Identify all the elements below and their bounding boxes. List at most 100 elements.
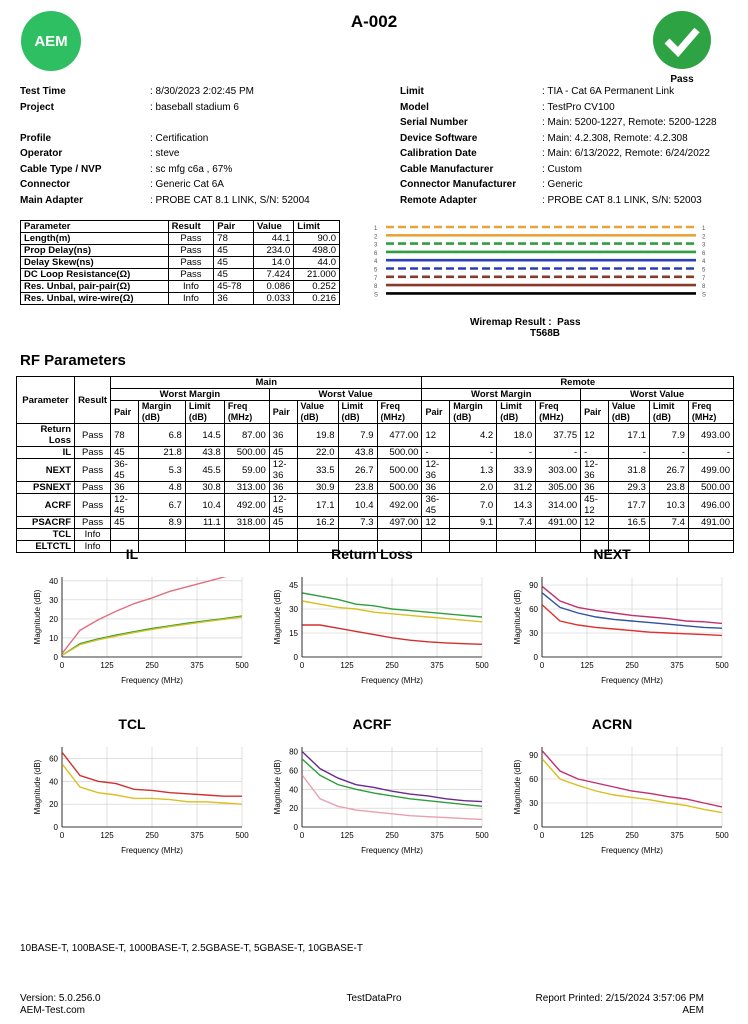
y-axis-label: Magnitude (dB) (273, 589, 282, 644)
cell: 26.7 (648, 458, 689, 482)
title: A-002 (350, 12, 398, 31)
plot-title: NEXT (593, 546, 631, 562)
cell (421, 528, 451, 541)
cell (268, 528, 298, 541)
parameter-table: Parameter Result Pair Value Limit Length(m) Pa… (20, 220, 340, 305)
cell: 5.3 (137, 458, 186, 482)
pin-label: 8 (374, 284, 378, 290)
y-tick-label: 0 (54, 823, 59, 832)
cell: - (648, 446, 689, 459)
series-line (302, 758, 482, 807)
info-value: : Main: 6/13/2022, Remote: 6/24/2022 (542, 148, 710, 159)
header-row: Parameter Result Pair Value Limit (20, 220, 340, 233)
cell: 19.8 (296, 423, 339, 447)
column-cell: Pair (110, 400, 139, 424)
cell: Info (167, 280, 215, 293)
cell: 12-36 (580, 458, 609, 482)
x-tick-label: 0 (540, 831, 545, 840)
cell: Pass (74, 481, 112, 494)
cell (137, 528, 186, 541)
series-line (542, 586, 722, 625)
cell (223, 528, 270, 541)
cell: Return Loss (15, 423, 76, 447)
cell: 10.4 (184, 493, 225, 517)
x-tick-label: 250 (385, 831, 399, 840)
info-label: Operator (20, 148, 63, 159)
cell: IL (15, 446, 76, 459)
x-tick-label: 125 (100, 831, 114, 840)
cell: 16.2 (296, 516, 339, 529)
cell: 12-45 (268, 493, 298, 517)
cell: 0.252 (293, 280, 340, 293)
cell: 492.00 (376, 493, 423, 517)
cell: 45 (110, 516, 139, 529)
cell: 7.9 (337, 423, 378, 447)
column-cell: Value (dB) (296, 400, 339, 424)
y-tick-label: 60 (49, 754, 58, 763)
cell: - (449, 446, 498, 459)
x-tick-label: 500 (475, 661, 489, 670)
header-cell: Value (252, 220, 295, 233)
cell: 12 (580, 516, 609, 529)
column-cell: Margin (dB) (449, 400, 498, 424)
info-value: : Custom (542, 163, 583, 175)
plot-title: ACRN (592, 716, 632, 732)
y-tick-label: 90 (529, 581, 538, 590)
pin-label: 6 (702, 251, 706, 257)
info-label: Calibration Date (400, 148, 477, 159)
cell: 45 (213, 256, 254, 269)
column-cell: Pair (421, 400, 451, 424)
x-tick-label: 125 (580, 661, 594, 670)
cell: 10.4 (337, 493, 378, 517)
cell: 45 (268, 516, 298, 529)
pin-label: 8 (702, 284, 706, 290)
group-cell: Main (110, 376, 423, 389)
cell: 12 (421, 516, 451, 529)
cell: 45-12 (580, 493, 609, 517)
cell (607, 540, 650, 553)
header-cell: Limit (293, 220, 340, 233)
cell: 44.0 (293, 256, 340, 269)
cell: DC Loop Resistance(Ω) (20, 268, 169, 281)
cell: 23.8 (337, 481, 378, 494)
row: Delay Skew(ns) Pass 45 14.0 44.0 (20, 256, 340, 269)
info-value: : Certification (150, 132, 209, 144)
x-tick-label: 0 (60, 831, 65, 840)
x-tick-label: 250 (625, 831, 639, 840)
cell: Pass (74, 446, 112, 459)
x-tick-label: 125 (340, 661, 354, 670)
pin-label: S (702, 292, 706, 298)
pin-label: 4 (374, 259, 378, 265)
row: Length(m) Pass 78 44.1 90.0 (20, 232, 340, 245)
cell: 21.000 (293, 268, 340, 281)
info-value: : Main: 5200-1227, Remote: 5200-1228 (542, 117, 717, 128)
cell: Pass (74, 458, 112, 482)
product: TestDataPro (346, 993, 402, 1004)
cell: 12 (580, 423, 609, 447)
cell: 477.00 (376, 423, 423, 447)
y-axis-label: Magnitude (dB) (33, 589, 42, 644)
y-tick-label: 0 (294, 823, 299, 832)
version: Version: 5.0.256.0 (20, 993, 101, 1004)
cell: 10.3 (648, 493, 689, 517)
cell: 14.3 (496, 493, 537, 517)
info-value: : TestPro CV100 (542, 101, 615, 113)
cell: 18.0 (496, 423, 537, 447)
subgroup-cell: Worst Margin (421, 388, 582, 401)
cell: - (607, 446, 650, 459)
x-tick-label: 250 (385, 661, 399, 670)
x-tick-label: 0 (540, 661, 545, 670)
y-axis-label: Magnitude (dB) (513, 589, 522, 644)
plot-title: ACRF (353, 716, 392, 732)
x-axis-label: Frequency (MHz) (361, 676, 423, 685)
y-tick-label: 30 (529, 799, 538, 808)
cell: 16.5 (607, 516, 650, 529)
y-tick-label: 40 (49, 577, 58, 586)
wiremap-result-value: Pass (557, 317, 581, 328)
cell: - (687, 446, 735, 459)
cell: 30.8 (184, 481, 225, 494)
series-line (302, 751, 482, 803)
column-cell: Pair (580, 400, 609, 424)
row: NEXT Pass 36-45 5.3 45.5 59.00 12-36 33.5 26.7 50… (15, 458, 735, 482)
